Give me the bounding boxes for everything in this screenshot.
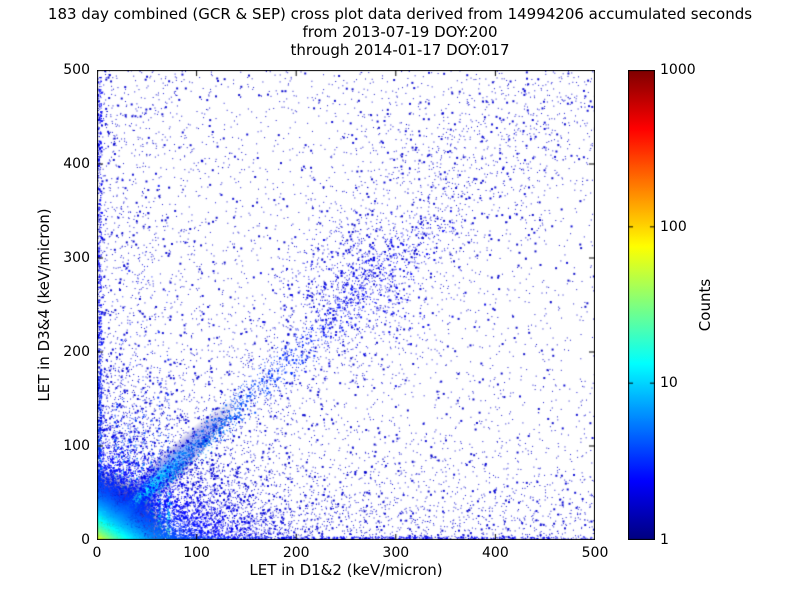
colorbar-tick-label: 1000 (660, 62, 696, 78)
x-tick-label: 300 (382, 545, 410, 561)
y-tick-label: 500 (63, 62, 90, 78)
chart-title-line3: through 2014-01-17 DOY:017 (290, 41, 510, 59)
colorbar-tick-label: 10 (660, 375, 678, 392)
y-axis-label: LET in D3&4 (keV/micron) (35, 208, 53, 402)
y-tick-label: 200 (63, 344, 90, 360)
y-tick-label: 300 (63, 250, 90, 266)
x-tick-label: 400 (482, 545, 509, 561)
x-tick-label: 0 (92, 545, 102, 561)
x-tick-label: 500 (581, 545, 609, 561)
colorbar-tick-label: 100 (660, 218, 687, 235)
x-tick-label: 100 (183, 545, 210, 561)
chart-title-line1: 183 day combined (GCR & SEP) cross plot … (47, 5, 753, 23)
x-axis-label: LET in D1&2 (keV/micron) (249, 561, 443, 579)
x-tick-label: 200 (282, 545, 310, 561)
y-tick-label: 100 (63, 438, 90, 454)
y-tick-label: 0 (81, 532, 90, 548)
colorbar-tick-label: 1 (660, 532, 669, 548)
colorbar-canvas (628, 70, 655, 540)
colorbar-label: Counts (696, 278, 714, 332)
y-tick-label: 400 (63, 156, 90, 172)
scatter-plot-canvas (97, 70, 595, 540)
chart-title-line2: from 2013-07-19 DOY:200 (302, 23, 498, 41)
